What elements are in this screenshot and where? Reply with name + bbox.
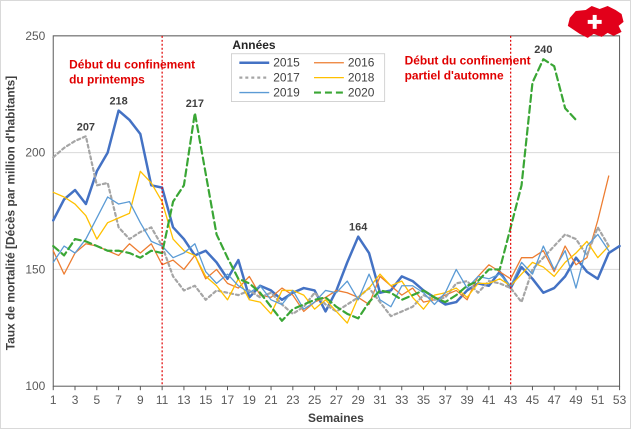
x-tick-label: 37 bbox=[439, 393, 453, 407]
legend-label-2019: 2019 bbox=[273, 86, 300, 100]
x-tick-label: 9 bbox=[137, 393, 144, 407]
x-axis-title: Semaines bbox=[308, 411, 364, 425]
peak-label-218: 218 bbox=[109, 96, 127, 108]
legend-label-2015: 2015 bbox=[273, 56, 300, 70]
x-tick-label: 53 bbox=[613, 393, 627, 407]
x-tick-label: 41 bbox=[482, 393, 496, 407]
x-tick-label: 29 bbox=[352, 393, 366, 407]
y-tick-label: 100 bbox=[25, 379, 45, 393]
series-line-2018 bbox=[52, 170, 610, 324]
series-line-2016 bbox=[52, 175, 610, 313]
y-tick-label: 150 bbox=[25, 262, 45, 276]
peak-label-217: 217 bbox=[186, 98, 204, 110]
x-tick-label: 45 bbox=[526, 393, 540, 407]
swiss-cross-vertical bbox=[592, 14, 597, 29]
x-tick-label: 3 bbox=[72, 393, 79, 407]
legend-label-2020: 2020 bbox=[348, 86, 375, 100]
x-tick-label: 39 bbox=[460, 393, 474, 407]
y-tick-label: 250 bbox=[25, 29, 45, 43]
legend: Années 2015 2016 2017 2018 2019 2020 bbox=[230, 38, 386, 102]
x-tick-label: 49 bbox=[569, 393, 583, 407]
x-tick-label: 35 bbox=[417, 393, 431, 407]
y-axis-ticks: 100 150 200 250 bbox=[25, 29, 45, 393]
x-tick-label: 47 bbox=[548, 393, 562, 407]
legend-entries: 2015 2016 2017 2018 2019 2020 bbox=[239, 56, 375, 100]
x-tick-label: 31 bbox=[373, 393, 387, 407]
x-tick-label: 1 bbox=[50, 393, 57, 407]
x-tick-label: 15 bbox=[199, 393, 213, 407]
series-line-2015 bbox=[51, 109, 621, 313]
x-tick-label: 21 bbox=[264, 393, 278, 407]
x-tick-label: 13 bbox=[177, 393, 191, 407]
x-tick-label: 23 bbox=[286, 393, 300, 407]
legend-title: Années bbox=[232, 38, 275, 52]
x-tick-label: 51 bbox=[591, 393, 605, 407]
x-tick-label: 19 bbox=[243, 393, 257, 407]
x-tick-label: 25 bbox=[308, 393, 322, 407]
series-line-2017 bbox=[52, 135, 610, 318]
x-tick-label: 7 bbox=[115, 393, 122, 407]
legend-label-2018: 2018 bbox=[348, 71, 375, 85]
y-axis-title: Taux de mortalité [Décès par million d'h… bbox=[3, 76, 17, 351]
annotation-spring-line1: Début du confinement bbox=[69, 58, 195, 72]
annotation-autumn-line2: partiel d'automne bbox=[405, 69, 504, 83]
x-tick-label: 17 bbox=[221, 393, 235, 407]
legend-label-2017: 2017 bbox=[273, 71, 300, 85]
series-line-2020 bbox=[52, 58, 578, 322]
swiss-map-flag-icon bbox=[567, 5, 624, 38]
peak-label-240: 240 bbox=[534, 44, 552, 56]
x-tick-label: 27 bbox=[330, 393, 344, 407]
series-lines bbox=[51, 58, 621, 324]
annotation-autumn-line1: Début du confinement bbox=[405, 54, 531, 68]
x-tick-label: 33 bbox=[395, 393, 409, 407]
peak-label-164: 164 bbox=[349, 222, 368, 234]
x-axis-ticks: 1 3 5 7 9 11 13 15 17 19 21 23 25 27 29 31 33 35 37 39 41 43 4… bbox=[50, 386, 627, 407]
lockdown-markers bbox=[161, 35, 512, 387]
peak-label-207: 207 bbox=[77, 121, 95, 133]
peak-labels: 207 218 217 164 240 bbox=[77, 44, 553, 234]
x-tick-label: 43 bbox=[504, 393, 518, 407]
x-tick-label: 5 bbox=[93, 393, 100, 407]
y-tick-label: 200 bbox=[25, 146, 45, 160]
annotation-spring-line2: du printemps bbox=[69, 73, 145, 87]
x-tick-label: 11 bbox=[156, 393, 169, 407]
series-line-2019 bbox=[52, 196, 610, 310]
legend-label-2016: 2016 bbox=[348, 56, 375, 70]
